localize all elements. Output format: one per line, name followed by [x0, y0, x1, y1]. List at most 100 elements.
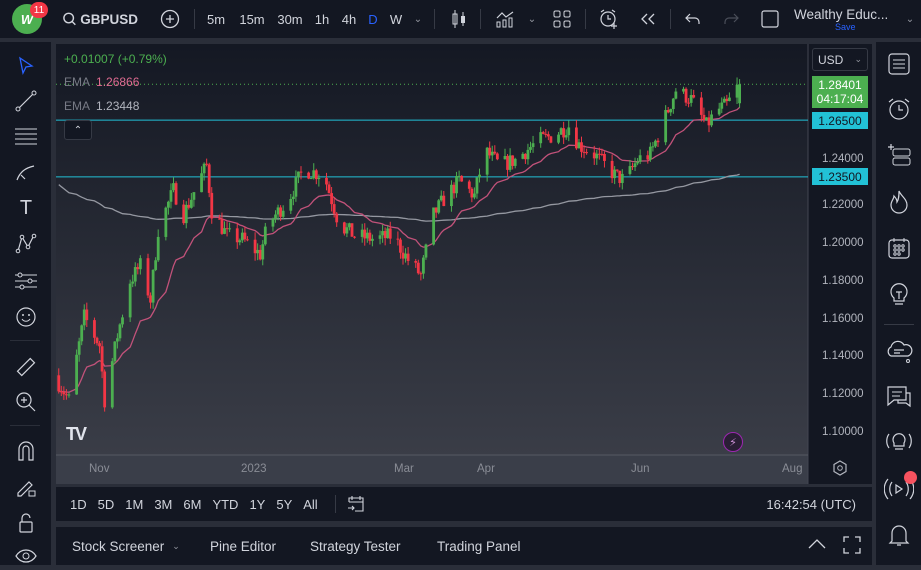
forecast-tool[interactable]	[12, 267, 40, 295]
brush-tool[interactable]	[12, 158, 40, 186]
candle	[93, 317, 96, 345]
lock-tool[interactable]	[12, 509, 40, 537]
calendar-button[interactable]	[884, 233, 914, 263]
interval-dropdown-chevron-icon[interactable]: ⌄	[413, 13, 423, 25]
candle	[342, 221, 346, 236]
indicators-chevron-icon[interactable]: ⌄	[527, 13, 537, 25]
plot-background	[56, 44, 808, 455]
candle	[521, 152, 525, 160]
candle-body	[261, 244, 265, 260]
collapse-legend-button[interactable]: ⌃	[64, 120, 92, 140]
candle-body	[77, 341, 81, 355]
candle	[585, 148, 588, 155]
trend-line-tool[interactable]	[12, 87, 40, 115]
watchlist-button[interactable]	[884, 49, 914, 79]
layout-button[interactable]	[552, 0, 572, 38]
level-label: 1.23500	[812, 168, 868, 185]
redo-button[interactable]	[722, 0, 740, 38]
interval-5m[interactable]: 5m	[206, 11, 226, 27]
tab-label: Stock Screener	[72, 538, 165, 554]
pattern-tool[interactable]	[12, 230, 40, 258]
indicators-button[interactable]	[493, 0, 517, 38]
chart-pane[interactable]: +0.01007 (+0.79%) EMA 1.26866 EMA 1.2344…	[56, 44, 872, 484]
save-link[interactable]: Save	[835, 21, 856, 32]
notifications-button[interactable]	[884, 520, 914, 550]
layout-name-button[interactable]: Wealthy Educ... Save	[794, 0, 896, 38]
interval-w[interactable]: W	[389, 11, 403, 27]
range-all[interactable]: All	[303, 496, 318, 512]
ema-legend-fast[interactable]: EMA 1.26866	[64, 75, 139, 89]
candle	[636, 158, 639, 166]
candle-body	[432, 207, 435, 245]
go-to-date-button[interactable]	[346, 494, 366, 514]
candle	[404, 248, 407, 263]
interval-1h[interactable]: 1h	[314, 11, 330, 27]
measure-tool[interactable]	[12, 353, 40, 381]
replay-button[interactable]	[638, 0, 658, 38]
streams-button[interactable]	[884, 426, 914, 456]
candle	[189, 193, 193, 209]
hotlists-button[interactable]	[884, 187, 914, 217]
clock-timezone[interactable]: 16:42:54 (UTC)	[766, 496, 856, 512]
alert-button[interactable]	[597, 0, 621, 38]
time-axis[interactable]	[56, 455, 808, 484]
price-chart[interactable]	[56, 44, 872, 484]
range-5d[interactable]: 5D	[97, 496, 115, 512]
range-1y[interactable]: 1Y	[249, 496, 266, 512]
candle-body	[636, 161, 639, 164]
tab-trading-panel[interactable]: Trading Panel	[437, 538, 521, 554]
ideas-button[interactable]	[884, 280, 914, 310]
candle	[580, 136, 583, 158]
emoji-tool[interactable]	[12, 303, 40, 331]
expand-panel-button[interactable]	[807, 537, 827, 551]
candle	[184, 201, 188, 229]
minds-button[interactable]	[884, 337, 914, 367]
alerts-button[interactable]	[884, 94, 914, 124]
interval-15m[interactable]: 15m	[239, 11, 265, 27]
price-axis[interactable]	[808, 44, 872, 484]
text-tool[interactable]: T	[12, 194, 40, 222]
range-1d[interactable]: 1D	[70, 496, 87, 512]
range-ytd[interactable]: YTD	[212, 496, 239, 512]
chart-settings-button[interactable]	[832, 460, 848, 476]
candle-body	[562, 128, 566, 138]
data-window-button[interactable]	[884, 140, 914, 170]
range-1m[interactable]: 1M	[125, 496, 144, 512]
layout-chevron-icon[interactable]: ⌄	[905, 13, 915, 25]
maximize-panel-button[interactable]	[843, 536, 861, 554]
text-icon: T	[19, 196, 33, 219]
zoom-tool[interactable]	[12, 388, 40, 416]
range-3m[interactable]: 3M	[154, 496, 173, 512]
chats-button[interactable]	[884, 382, 914, 412]
fullscreen-button[interactable]	[760, 0, 780, 38]
lock-drawings-tool[interactable]	[12, 473, 40, 501]
symbol-search[interactable]: GBPUSD	[62, 0, 138, 38]
candle	[348, 222, 351, 231]
logo[interactable]: W 11	[10, 0, 48, 38]
tab-pine-editor[interactable]: Pine Editor	[210, 538, 277, 554]
compare-add-button[interactable]	[158, 0, 182, 38]
tab-strategy-tester[interactable]: Strategy Tester	[310, 538, 401, 554]
range-6m[interactable]: 6M	[183, 496, 202, 512]
range-5y[interactable]: 5Y	[276, 496, 293, 512]
candle	[154, 257, 158, 272]
candle-style-button[interactable]	[448, 0, 470, 38]
cursor-tool[interactable]	[12, 52, 40, 80]
interval-d[interactable]: D	[368, 11, 378, 27]
tab-stock-screener[interactable]: Stock Screener ⌄	[72, 527, 180, 565]
candle-body	[149, 295, 152, 303]
horizontal-lines-tool[interactable]	[12, 122, 40, 150]
undo-button[interactable]	[684, 0, 702, 38]
event-marker-lightning-icon[interactable]: ⚡	[723, 432, 743, 452]
interval-30m[interactable]: 30m	[277, 11, 303, 27]
magnet-tool[interactable]	[12, 437, 40, 465]
candle-body	[631, 166, 634, 168]
ema-legend-slow[interactable]: EMA 1.23448	[64, 99, 139, 113]
interval-4h[interactable]: 4h	[341, 11, 357, 27]
candle-body	[419, 273, 423, 275]
currency-selector[interactable]: USD ⌄	[812, 48, 868, 71]
candle	[192, 192, 196, 207]
live-button[interactable]	[884, 471, 917, 504]
candle	[613, 166, 617, 185]
visibility-tool[interactable]	[12, 542, 40, 570]
